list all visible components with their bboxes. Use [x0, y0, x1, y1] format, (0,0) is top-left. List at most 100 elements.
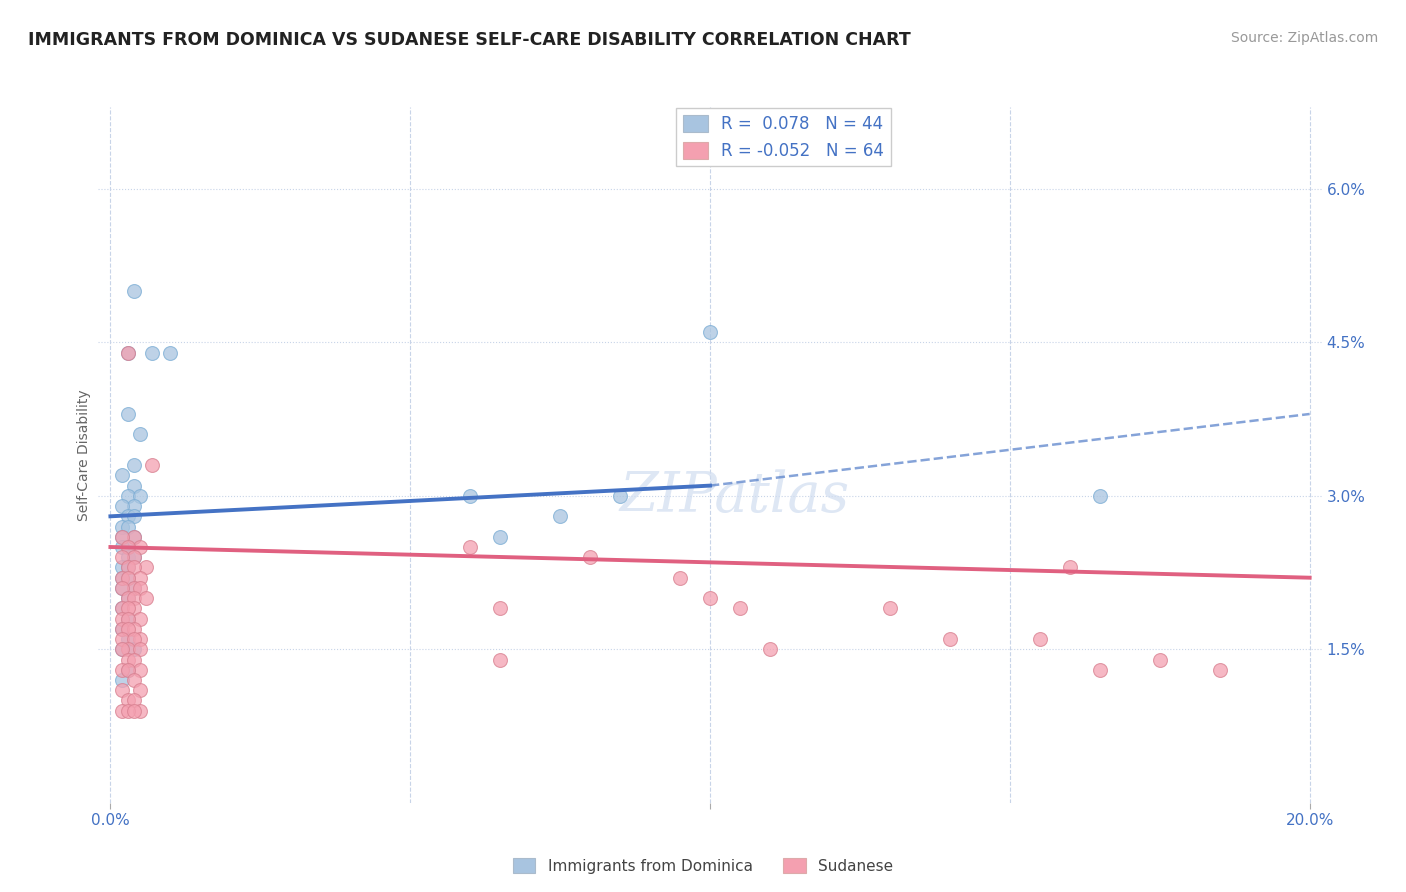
Point [699, 591, 721, 606]
Point [124, 632, 146, 646]
Point [129, 632, 152, 646]
Point [117, 652, 139, 666]
Point [124, 530, 146, 544]
Point [111, 601, 134, 615]
Point [111, 642, 134, 657]
Point [135, 591, 157, 606]
Point [124, 693, 146, 707]
Point [117, 571, 139, 585]
Point [111, 673, 134, 687]
Point [117, 591, 139, 606]
Point [111, 704, 134, 718]
Point [124, 530, 146, 544]
Point [111, 530, 134, 544]
Point [159, 345, 181, 359]
Text: IMMIGRANTS FROM DOMINICA VS SUDANESE SELF-CARE DISABILITY CORRELATION CHART: IMMIGRANTS FROM DOMINICA VS SUDANESE SEL… [28, 31, 911, 49]
Point [111, 550, 134, 565]
Point [458, 540, 481, 554]
Point [117, 591, 139, 606]
Point [129, 683, 152, 698]
Point [129, 427, 152, 442]
Point [124, 284, 146, 298]
Point [124, 581, 146, 595]
Point [124, 642, 146, 657]
Point [117, 642, 139, 657]
Point [117, 407, 139, 421]
Point [124, 560, 146, 574]
Point [111, 571, 134, 585]
Point [129, 489, 152, 503]
Point [458, 489, 481, 503]
Point [117, 632, 139, 646]
Point [124, 478, 146, 492]
Point [117, 612, 139, 626]
Point [1088, 663, 1111, 677]
Point [117, 550, 139, 565]
Point [117, 571, 139, 585]
Point [699, 325, 721, 339]
Point [117, 519, 139, 533]
Point [124, 704, 146, 718]
Point [111, 683, 134, 698]
Point [117, 663, 139, 677]
Point [1208, 663, 1230, 677]
Point [759, 642, 782, 657]
Legend: Immigrants from Dominica, Sudanese: Immigrants from Dominica, Sudanese [506, 852, 900, 880]
Point [117, 540, 139, 554]
Point [489, 601, 512, 615]
Point [111, 632, 134, 646]
Point [124, 550, 146, 565]
Point [111, 540, 134, 554]
Point [124, 652, 146, 666]
Point [129, 581, 152, 595]
Point [117, 489, 139, 503]
Point [1149, 652, 1171, 666]
Point [879, 601, 901, 615]
Point [117, 540, 139, 554]
Point [117, 663, 139, 677]
Point [117, 612, 139, 626]
Point [111, 581, 134, 595]
Point [124, 591, 146, 606]
Legend: R =  0.078   N = 44, R = -0.052   N = 64: R = 0.078 N = 44, R = -0.052 N = 64 [676, 109, 890, 167]
Point [1029, 632, 1052, 646]
Point [124, 673, 146, 687]
Point [111, 581, 134, 595]
Point [117, 704, 139, 718]
Point [489, 530, 512, 544]
Point [579, 550, 602, 565]
Point [124, 458, 146, 472]
Point [117, 560, 139, 574]
Point [609, 489, 631, 503]
Point [117, 601, 139, 615]
Point [129, 612, 152, 626]
Point [117, 345, 139, 359]
Point [117, 509, 139, 524]
Point [489, 652, 512, 666]
Point [124, 499, 146, 513]
Point [129, 571, 152, 585]
Point [728, 601, 751, 615]
Point [1059, 560, 1081, 574]
Point [548, 509, 571, 524]
Point [124, 581, 146, 595]
Y-axis label: Self-Care Disability: Self-Care Disability [77, 389, 91, 521]
Point [939, 632, 962, 646]
Point [129, 540, 152, 554]
Point [111, 622, 134, 636]
Point [141, 345, 163, 359]
Point [111, 622, 134, 636]
Point [111, 571, 134, 585]
Point [124, 550, 146, 565]
Point [124, 622, 146, 636]
Point [111, 530, 134, 544]
Point [1088, 489, 1111, 503]
Point [129, 704, 152, 718]
Point [111, 642, 134, 657]
Text: ZIPatlas: ZIPatlas [620, 469, 849, 524]
Point [111, 601, 134, 615]
Point [124, 601, 146, 615]
Point [111, 663, 134, 677]
Point [117, 560, 139, 574]
Point [129, 642, 152, 657]
